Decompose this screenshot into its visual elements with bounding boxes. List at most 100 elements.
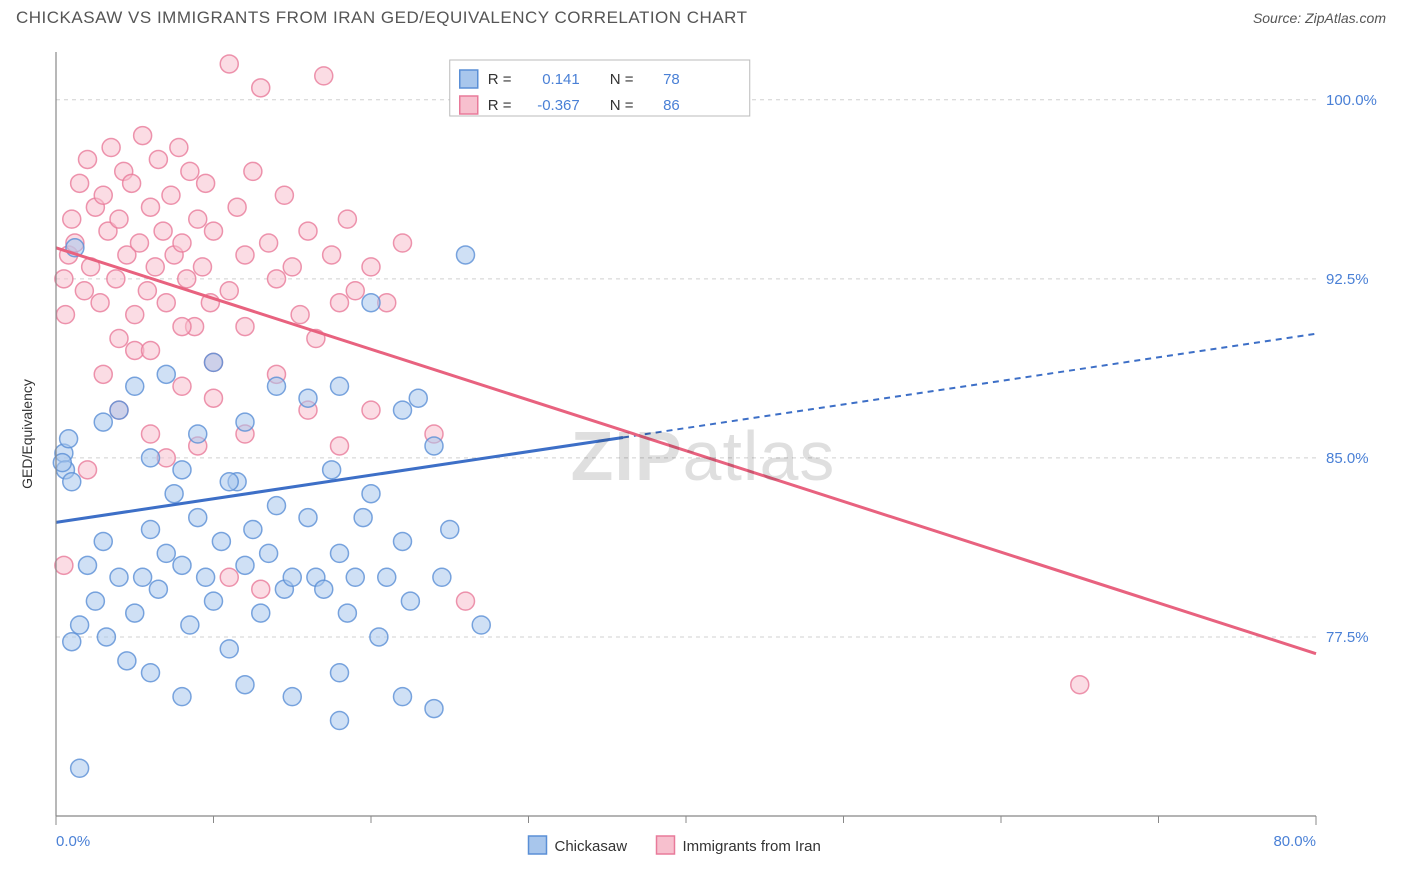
scatter-point bbox=[181, 616, 199, 634]
scatter-point bbox=[370, 628, 388, 646]
scatter-point bbox=[409, 389, 427, 407]
scatter-point bbox=[283, 258, 301, 276]
legend-n-value: 78 bbox=[663, 71, 680, 88]
scatter-point bbox=[126, 377, 144, 395]
scatter-point bbox=[236, 413, 254, 431]
scatter-point bbox=[244, 162, 262, 180]
scatter-point bbox=[338, 604, 356, 622]
scatter-point bbox=[189, 509, 207, 527]
scatter-point bbox=[157, 365, 175, 383]
scatter-point bbox=[173, 318, 191, 336]
scatter-point bbox=[283, 568, 301, 586]
scatter-point bbox=[220, 55, 238, 73]
scatter-point bbox=[205, 592, 223, 610]
y-tick-label: 100.0% bbox=[1326, 92, 1377, 109]
scatter-point bbox=[323, 461, 341, 479]
scatter-point bbox=[236, 318, 254, 336]
y-tick-label: 92.5% bbox=[1326, 271, 1369, 288]
scatter-point bbox=[331, 437, 349, 455]
scatter-point bbox=[315, 67, 333, 85]
scatter-point bbox=[362, 294, 380, 312]
scatter-point bbox=[79, 461, 97, 479]
scatter-point bbox=[149, 150, 167, 168]
scatter-point bbox=[134, 568, 152, 586]
scatter-point bbox=[79, 556, 97, 574]
bottom-legend-swatch bbox=[529, 836, 547, 854]
scatter-point bbox=[331, 294, 349, 312]
legend-n-label: N = bbox=[610, 71, 634, 88]
chart-area: ZIPatlas 0.0%80.0%77.5%85.0%92.5%100.0%G… bbox=[16, 40, 1390, 872]
scatter-point bbox=[146, 258, 164, 276]
scatter-point bbox=[236, 676, 254, 694]
scatter-point bbox=[331, 544, 349, 562]
scatter-point bbox=[142, 198, 160, 216]
scatter-point bbox=[63, 633, 81, 651]
scatter-point bbox=[220, 568, 238, 586]
scatter-point bbox=[197, 568, 215, 586]
scatter-point bbox=[331, 712, 349, 730]
scatter-point bbox=[71, 174, 89, 192]
scatter-point bbox=[170, 139, 188, 157]
scatter-point bbox=[315, 580, 333, 598]
scatter-point bbox=[457, 592, 475, 610]
scatter-point bbox=[252, 79, 270, 97]
scatter-point bbox=[94, 365, 112, 383]
x-tick-label: 0.0% bbox=[56, 833, 90, 850]
scatter-point bbox=[181, 162, 199, 180]
scatter-point bbox=[91, 294, 109, 312]
y-tick-label: 85.0% bbox=[1326, 450, 1369, 467]
scatter-point bbox=[107, 270, 125, 288]
legend-r-label: R = bbox=[488, 97, 512, 114]
scatter-point bbox=[205, 389, 223, 407]
scatter-point bbox=[299, 389, 317, 407]
scatter-point bbox=[55, 270, 73, 288]
scatter-point bbox=[110, 330, 128, 348]
scatter-point bbox=[94, 413, 112, 431]
scatter-point bbox=[236, 556, 254, 574]
scatter-point bbox=[79, 150, 97, 168]
scatter-point bbox=[134, 127, 152, 145]
scatter-point bbox=[173, 234, 191, 252]
source-label: Source: ZipAtlas.com bbox=[1253, 10, 1386, 26]
scatter-point bbox=[71, 616, 89, 634]
scatter-point bbox=[157, 294, 175, 312]
scatter-point bbox=[71, 759, 89, 777]
scatter-point bbox=[173, 688, 191, 706]
scatter-point bbox=[142, 664, 160, 682]
scatter-point bbox=[252, 580, 270, 598]
scatter-point bbox=[212, 532, 230, 550]
scatter-point bbox=[205, 353, 223, 371]
scatter-point bbox=[110, 210, 128, 228]
scatter-point bbox=[433, 568, 451, 586]
scatter-point bbox=[425, 437, 443, 455]
scatter-point bbox=[291, 306, 309, 324]
scatter-point bbox=[441, 521, 459, 539]
scatter-point bbox=[197, 174, 215, 192]
scatter-point bbox=[260, 544, 278, 562]
legend-r-value: -0.367 bbox=[537, 97, 580, 114]
scatter-point bbox=[268, 377, 286, 395]
scatter-point bbox=[472, 616, 490, 634]
scatter-point bbox=[110, 568, 128, 586]
scatter-point bbox=[165, 485, 183, 503]
legend-r-value: 0.141 bbox=[542, 71, 580, 88]
scatter-point bbox=[394, 234, 412, 252]
scatter-point bbox=[299, 222, 317, 240]
scatter-point bbox=[56, 306, 74, 324]
bottom-legend-label: Immigrants from Iran bbox=[683, 838, 821, 855]
scatter-point bbox=[157, 544, 175, 562]
scatter-point bbox=[425, 700, 443, 718]
scatter-point bbox=[60, 430, 78, 448]
chart-svg: 0.0%80.0%77.5%85.0%92.5%100.0%GED/Equiva… bbox=[16, 40, 1390, 872]
scatter-point bbox=[394, 688, 412, 706]
scatter-point bbox=[94, 532, 112, 550]
scatter-point bbox=[86, 592, 104, 610]
scatter-point bbox=[394, 532, 412, 550]
scatter-point bbox=[236, 246, 254, 264]
scatter-point bbox=[331, 377, 349, 395]
scatter-point bbox=[110, 401, 128, 419]
scatter-point bbox=[228, 198, 246, 216]
y-axis-label: GED/Equivalency bbox=[19, 379, 35, 489]
bottom-legend-swatch bbox=[657, 836, 675, 854]
scatter-point bbox=[142, 449, 160, 467]
